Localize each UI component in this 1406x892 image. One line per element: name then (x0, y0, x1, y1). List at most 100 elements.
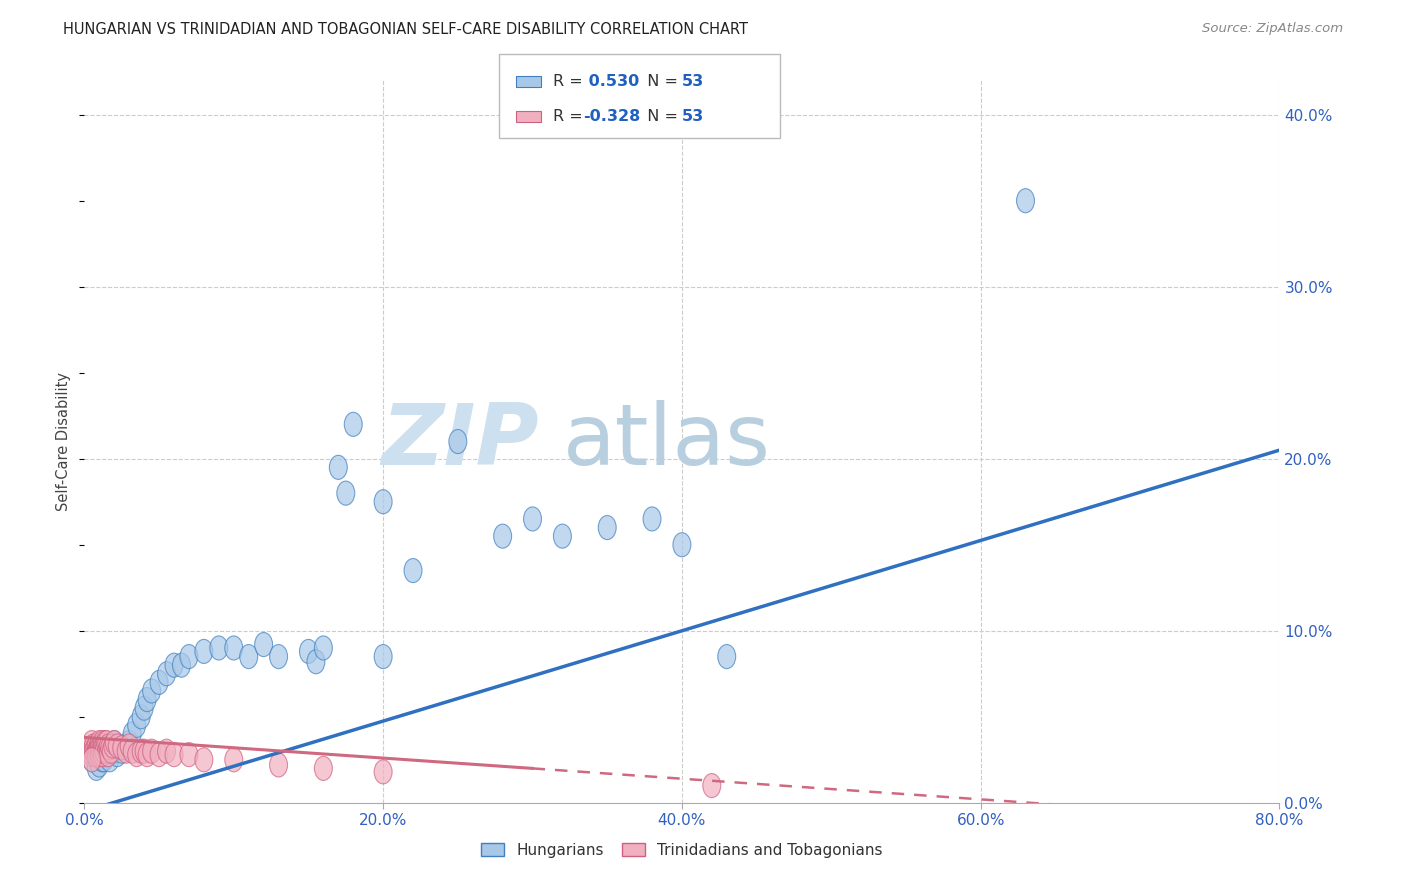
Ellipse shape (404, 558, 422, 582)
Ellipse shape (1017, 189, 1035, 213)
Ellipse shape (98, 742, 115, 767)
Ellipse shape (105, 739, 124, 764)
Legend: Hungarians, Trinidadians and Tobagonians: Hungarians, Trinidadians and Tobagonians (475, 837, 889, 863)
Ellipse shape (89, 739, 107, 764)
Ellipse shape (344, 412, 363, 436)
Ellipse shape (90, 742, 108, 767)
Ellipse shape (150, 671, 169, 694)
Ellipse shape (87, 742, 105, 767)
Ellipse shape (94, 747, 112, 772)
Ellipse shape (121, 731, 138, 755)
Ellipse shape (83, 731, 101, 755)
Ellipse shape (86, 736, 104, 760)
Ellipse shape (270, 645, 288, 669)
Ellipse shape (108, 734, 127, 758)
Text: N =: N = (637, 74, 683, 89)
Ellipse shape (121, 734, 138, 758)
Ellipse shape (84, 734, 103, 758)
Text: HUNGARIAN VS TRINIDADIAN AND TOBAGONIAN SELF-CARE DISABILITY CORRELATION CHART: HUNGARIAN VS TRINIDADIAN AND TOBAGONIAN … (63, 22, 748, 37)
Ellipse shape (87, 739, 105, 764)
Ellipse shape (101, 747, 118, 772)
Ellipse shape (94, 734, 112, 758)
Ellipse shape (132, 705, 150, 729)
Text: R =: R = (553, 109, 588, 124)
Ellipse shape (337, 481, 354, 505)
Ellipse shape (643, 507, 661, 531)
Ellipse shape (100, 736, 117, 760)
Ellipse shape (98, 739, 115, 764)
Text: 53: 53 (682, 74, 704, 89)
Ellipse shape (93, 739, 111, 764)
Ellipse shape (83, 747, 101, 772)
Ellipse shape (86, 742, 104, 767)
Ellipse shape (100, 734, 117, 758)
Ellipse shape (173, 653, 190, 677)
Text: ZIP: ZIP (381, 400, 538, 483)
Ellipse shape (673, 533, 690, 557)
Ellipse shape (87, 734, 105, 758)
Ellipse shape (90, 742, 108, 767)
Ellipse shape (374, 760, 392, 784)
Ellipse shape (117, 736, 135, 760)
Ellipse shape (93, 731, 111, 755)
Ellipse shape (80, 739, 98, 764)
Ellipse shape (195, 747, 212, 772)
Ellipse shape (108, 742, 127, 767)
Ellipse shape (180, 645, 198, 669)
Ellipse shape (157, 662, 176, 686)
Ellipse shape (117, 739, 135, 764)
Ellipse shape (112, 736, 131, 760)
Text: Source: ZipAtlas.com: Source: ZipAtlas.com (1202, 22, 1343, 36)
Text: -0.328: -0.328 (583, 109, 641, 124)
Ellipse shape (132, 739, 150, 764)
Ellipse shape (142, 679, 160, 703)
Ellipse shape (83, 742, 101, 767)
Ellipse shape (98, 731, 115, 755)
Ellipse shape (494, 524, 512, 549)
Ellipse shape (523, 507, 541, 531)
Ellipse shape (100, 742, 117, 767)
Ellipse shape (105, 731, 124, 755)
Ellipse shape (91, 734, 110, 758)
Ellipse shape (239, 645, 257, 669)
Ellipse shape (96, 731, 114, 755)
Ellipse shape (165, 742, 183, 767)
Ellipse shape (270, 753, 288, 777)
Ellipse shape (307, 649, 325, 673)
Ellipse shape (157, 739, 176, 764)
Ellipse shape (374, 645, 392, 669)
Ellipse shape (90, 736, 108, 760)
Ellipse shape (142, 739, 160, 764)
Ellipse shape (599, 516, 616, 540)
Ellipse shape (105, 731, 124, 755)
Ellipse shape (84, 739, 103, 764)
Ellipse shape (329, 455, 347, 479)
Ellipse shape (225, 636, 243, 660)
Ellipse shape (93, 742, 111, 767)
Ellipse shape (128, 742, 146, 767)
Ellipse shape (315, 636, 332, 660)
Ellipse shape (165, 653, 183, 677)
Ellipse shape (124, 739, 141, 764)
Ellipse shape (89, 736, 107, 760)
Text: R =: R = (553, 74, 588, 89)
Ellipse shape (449, 429, 467, 453)
Ellipse shape (104, 734, 122, 758)
Ellipse shape (93, 747, 111, 772)
Ellipse shape (225, 747, 243, 772)
Ellipse shape (703, 773, 721, 797)
Ellipse shape (124, 722, 141, 746)
Ellipse shape (93, 736, 111, 760)
Ellipse shape (82, 736, 100, 760)
Ellipse shape (91, 739, 110, 764)
Ellipse shape (112, 739, 131, 764)
Y-axis label: Self-Care Disability: Self-Care Disability (56, 372, 72, 511)
Ellipse shape (101, 736, 118, 760)
Ellipse shape (98, 739, 115, 764)
Ellipse shape (254, 632, 273, 657)
Text: 0.530: 0.530 (583, 74, 640, 89)
Text: 53: 53 (682, 109, 704, 124)
Ellipse shape (90, 753, 108, 777)
Ellipse shape (554, 524, 571, 549)
Ellipse shape (128, 714, 146, 738)
